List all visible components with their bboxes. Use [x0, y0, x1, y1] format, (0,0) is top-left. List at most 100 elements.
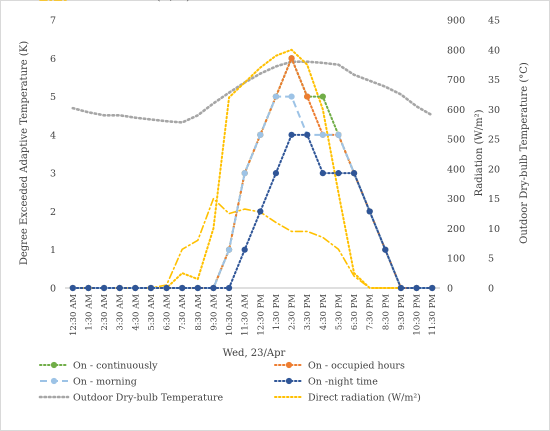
y-left-tick-label: 4: [50, 130, 56, 141]
data-point: [366, 208, 373, 215]
data-point: [319, 170, 326, 177]
x-tick-label: 7:30 PM: [366, 294, 376, 331]
data-point: [225, 246, 233, 253]
y-left-tick-label: 3: [50, 169, 56, 180]
x-tick-label: 4:30 AM: [131, 294, 141, 331]
y-right-inner-tick-label: 500: [447, 135, 465, 146]
legend-item: Diffuse radiation (W/m²): [39, 0, 190, 3]
y-left-tick-label: 2: [50, 207, 56, 218]
x-tick-label: 4:30 PM: [319, 294, 329, 331]
data-point: [163, 284, 170, 292]
data-point: [304, 131, 311, 138]
y-left-tick-label: 0: [50, 284, 56, 295]
y-axis-right-outer-title: Outdoor Dry-bulb Temperature (°C): [519, 62, 530, 244]
y-right-inner-tick-label: 100: [447, 254, 465, 265]
x-tick-label: 8:30 PM: [381, 294, 391, 331]
legend-label: On - morning: [73, 377, 137, 388]
x-tick-label: 11:30 AM: [241, 294, 251, 336]
y-axis-left-title: Degree Exceeded Adaptive Temperature (K): [19, 41, 30, 265]
data-point: [397, 284, 405, 292]
x-tick-label: 2:30 AM: [100, 294, 110, 331]
x-axis-title: Wed, 23/Apr: [223, 348, 286, 359]
data-point: [257, 131, 264, 138]
x-tick-label: 2:30 PM: [288, 294, 298, 331]
legend-item: Outdoor Dry-bulb Temperature: [38, 393, 223, 404]
x-tick-label: 10:30 PM: [413, 294, 423, 336]
y-right-outer-tick-label: 35: [488, 75, 500, 86]
x-axis-ticks: 12:30 AM 1:30 AM 2:30 AM 3:30 AM 4:30 AM 5:30…: [69, 294, 438, 336]
x-tick-label: 7:30 AM: [178, 294, 188, 331]
y-right-outer-tick-label: 0: [488, 284, 494, 295]
y-right-outer-tick-label: 20: [488, 164, 500, 175]
legend-marker: [50, 361, 58, 369]
data-point: [335, 170, 342, 177]
legend-item: On - continuously: [39, 361, 158, 372]
y-right-outer-tick-label: 45: [488, 16, 500, 27]
legend-label: On -night time: [308, 377, 378, 388]
y-axis-left-ticks: 0 1 2 3 4 5 6 7: [50, 16, 56, 295]
data-point: [272, 170, 280, 177]
data-point: [304, 93, 311, 100]
x-tick-label: 9:30 PM: [397, 294, 407, 331]
series-line: [71, 60, 434, 124]
legend-label: Diffuse radiation (W/m²): [73, 0, 190, 3]
legend-item: On - occupied hours: [274, 361, 405, 372]
data-point: [350, 170, 358, 177]
data-point: [257, 208, 264, 215]
data-point: [288, 55, 295, 62]
data-point: [241, 170, 248, 177]
x-tick-label: 10:30 AM: [225, 294, 235, 336]
data-point: [288, 131, 295, 138]
data-point: [319, 131, 326, 138]
x-tick-label: 12:30 PM: [256, 294, 266, 336]
y-right-outer-tick-label: 15: [488, 194, 500, 205]
legend-marker: [285, 377, 293, 385]
y-right-outer-tick-label: 25: [488, 135, 500, 146]
data-point: [116, 284, 123, 292]
y-axis-right-inner-title: Radiation (W/m²): [474, 109, 485, 196]
x-tick-label: 12:30 AM: [69, 294, 79, 336]
x-tick-label: 6:30 AM: [163, 294, 173, 331]
y-left-tick-label: 7: [50, 16, 56, 27]
data-point: [429, 284, 436, 292]
x-tick-label: 11:30 PM: [428, 294, 438, 336]
y-left-tick-label: 6: [50, 54, 56, 65]
y-right-inner-tick-label: 400: [447, 164, 465, 175]
x-tick-label: 3:30 AM: [116, 294, 126, 331]
legend-item: On - morning: [40, 377, 137, 388]
series-3: [69, 131, 436, 292]
y-right-inner-tick-label: 600: [447, 105, 465, 116]
y-right-inner-tick-label: 800: [447, 45, 465, 56]
y-right-outer-tick-label: 40: [488, 45, 500, 56]
legend-item: Direct radiation (W/m²): [274, 393, 421, 404]
data-point: [85, 284, 92, 292]
data-point: [210, 284, 217, 292]
y-right-outer-tick-label: 30: [488, 105, 500, 116]
data-point: [319, 93, 326, 100]
data-point: [335, 131, 342, 138]
x-tick-label: 8:30 AM: [194, 294, 204, 331]
legend-item: On -night time: [274, 377, 378, 388]
x-tick-label: 9:30 AM: [209, 294, 219, 331]
y-right-inner-tick-label: 700: [447, 75, 465, 86]
x-tick-label: 1:30 PM: [272, 294, 282, 331]
legend-marker: [50, 377, 58, 385]
series-4: [71, 60, 434, 124]
data-point: [382, 246, 389, 253]
y-right-inner-tick-label: 900: [447, 16, 465, 27]
legend-label: On - continuously: [73, 361, 158, 372]
y-right-inner-tick-label: 0: [447, 284, 453, 295]
data-point: [225, 284, 233, 292]
data-point: [100, 284, 108, 292]
legend-marker: [285, 361, 293, 369]
x-tick-label: 1:30 AM: [84, 294, 94, 331]
x-tick-label: 5:30 AM: [147, 294, 157, 331]
x-tick-label: 6:30 PM: [350, 294, 360, 331]
data-point: [288, 93, 295, 100]
legend: On - continuously On - occupied hours On -…: [38, 0, 421, 404]
y-right-inner-tick-label: 300: [447, 194, 465, 205]
legend-label: Outdoor Dry-bulb Temperature: [73, 393, 223, 404]
x-tick-label: 3:30 PM: [303, 294, 313, 331]
